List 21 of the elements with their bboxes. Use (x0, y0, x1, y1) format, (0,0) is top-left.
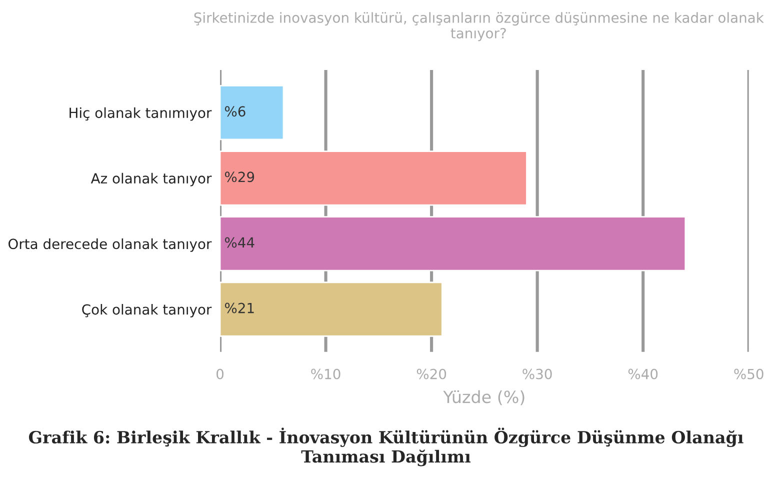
data-label: %6 (224, 106, 246, 117)
bar (220, 150, 528, 206)
x-tick-label: %20 (416, 368, 446, 380)
bar (220, 216, 686, 272)
x-tick-label: 0 (216, 368, 224, 380)
y-tick-label: Hiç olanak tanımıyor (70, 107, 212, 121)
y-tick-label: Az olanak tanıyor (90, 172, 212, 186)
text: Grafik 6: Birleşik Krallık - İnovasyon Kültürünün Özgürce Düşünme Olanağı Tanıması Dağılımı (28, 428, 744, 466)
y-tick-label: Orta derecede olanak tanıyor (8, 238, 212, 252)
bar (220, 282, 443, 337)
chart-title: Şirketinizde inovasyon kültürü, çalışanların özgürce düşünmesine ne kadar olanak tanıyor? (194, 12, 764, 42)
data-label: %21 (224, 302, 254, 314)
x-tick-label: %10 (311, 368, 340, 380)
y-tick-label: Çok olanak tanıyor (82, 304, 212, 318)
bar (220, 85, 284, 140)
data-label: %29 (224, 172, 254, 182)
x-tick-label: %40 (628, 368, 658, 380)
x-axis-title: Yüzde (%) (443, 390, 524, 406)
data-label: %44 (224, 237, 254, 248)
x-tick-label: %30 (522, 368, 552, 380)
x-tick-label: %50 (734, 368, 764, 380)
